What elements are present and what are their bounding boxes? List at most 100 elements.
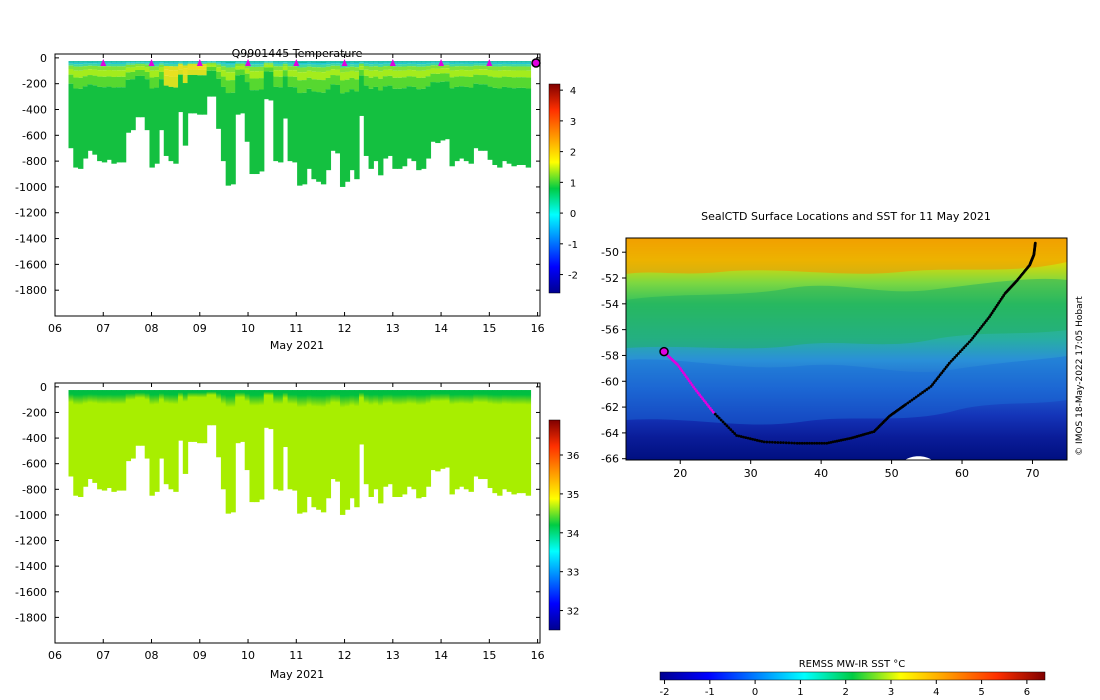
salinity-cell	[373, 390, 379, 490]
salinity-cell	[392, 390, 398, 497]
salinity-cell	[330, 390, 336, 480]
sst-colorbar-tick-label: -1	[705, 687, 715, 698]
temperature-cell	[182, 74, 189, 84]
temperature-cell	[144, 62, 151, 64]
salinity-cell	[73, 390, 79, 496]
temperature-cell	[354, 91, 360, 180]
temperature-cell	[144, 61, 151, 63]
temperature-cell	[173, 70, 179, 77]
temperature-cell	[411, 62, 417, 64]
temperature-cell	[316, 67, 322, 72]
depth-tick-label: -1800	[15, 611, 47, 624]
temperature-cell	[263, 63, 270, 65]
temperature-cell	[311, 71, 317, 80]
temperature-cell	[73, 62, 79, 65]
temperature-cell	[459, 76, 465, 87]
temperature-cell	[130, 79, 136, 131]
salinity-colorbar-ticks: 32 33 34 35 36	[560, 451, 579, 618]
temperature-cell	[287, 63, 293, 67]
profile-marker	[293, 59, 300, 66]
temperature-cell	[273, 70, 279, 77]
track-point	[677, 365, 681, 368]
colorbar-tick-label: 0	[570, 209, 576, 220]
temperature-cell	[173, 76, 179, 88]
temperature-cell	[349, 89, 355, 171]
salinity-cell	[411, 390, 417, 490]
temperature-cell	[368, 66, 374, 71]
temperature-cell	[382, 66, 389, 70]
temperature-cell	[249, 71, 255, 79]
temperature-cell	[225, 67, 232, 73]
temperature-cell	[101, 70, 108, 77]
temperature-cell	[292, 61, 298, 63]
salinity-cell	[439, 390, 446, 469]
temperature-cell	[516, 66, 522, 71]
salinity-cell	[511, 390, 517, 495]
temperature-cell	[459, 69, 465, 77]
temperature-cell	[263, 62, 270, 64]
temperature-cell	[292, 87, 298, 163]
temperature-cell	[263, 64, 270, 68]
track-point	[815, 441, 819, 445]
temperature-cell	[406, 66, 413, 70]
temperature-cell	[382, 63, 389, 67]
salinity-cell	[130, 390, 136, 459]
temperature-cell	[97, 61, 103, 63]
temperature-cell	[182, 62, 189, 64]
latitude-tick-label: -62	[601, 401, 619, 414]
temperature-cell	[397, 64, 403, 67]
temperature-cell	[292, 66, 298, 71]
temperature-cell	[525, 70, 532, 78]
temperature-cell	[435, 63, 441, 66]
temperature-cell	[144, 71, 151, 80]
temperature-cell	[416, 62, 422, 65]
temperature-cell	[473, 63, 479, 66]
profile-marker	[245, 59, 252, 66]
salinity-cell	[387, 390, 393, 485]
track-point	[958, 350, 962, 353]
temperature-cell	[130, 71, 136, 80]
temperature-cell	[163, 62, 170, 64]
temperature-cell	[163, 69, 170, 76]
temperature-cell	[511, 61, 517, 63]
temperature-cell	[387, 62, 393, 64]
temperature-cell	[506, 70, 513, 77]
temperature-cell	[387, 63, 393, 67]
latest-position-marker	[659, 346, 669, 357]
temperature-cell	[316, 61, 322, 63]
temperature-cell	[92, 69, 98, 76]
ice-edge	[905, 456, 932, 460]
salinity-cell	[230, 390, 236, 513]
temperature-cell	[159, 71, 165, 80]
temperature-cell	[68, 83, 74, 149]
temperature-cell	[216, 71, 222, 79]
temperature-cell	[420, 70, 427, 78]
temperature-cell	[73, 64, 79, 67]
track-point	[699, 395, 703, 399]
temperature-cell	[101, 61, 108, 63]
temperature-cell	[463, 62, 470, 64]
temperature-cell	[120, 76, 127, 88]
temperature-cell	[254, 90, 260, 175]
temperature-cell	[349, 64, 355, 67]
temperature-cell	[411, 86, 417, 162]
temperature-cell	[344, 61, 351, 63]
temperature-cell	[439, 68, 446, 74]
temperature-cell	[401, 66, 408, 71]
salinity-cell	[278, 390, 284, 491]
track-point	[982, 323, 985, 326]
temperature-cell	[82, 69, 89, 77]
salinity-cell	[182, 390, 189, 474]
temperature-cell	[416, 61, 422, 63]
temperature-cell	[473, 74, 479, 84]
temperature-cell	[320, 63, 327, 65]
track-point	[707, 405, 711, 408]
temperature-cell	[297, 63, 303, 65]
temperature-cell	[463, 61, 470, 63]
temperature-cell	[425, 76, 432, 87]
temperature-cell	[497, 61, 503, 63]
salinity-cell	[163, 390, 170, 485]
temperature-cell	[416, 66, 422, 71]
salinity-cell	[339, 390, 346, 515]
